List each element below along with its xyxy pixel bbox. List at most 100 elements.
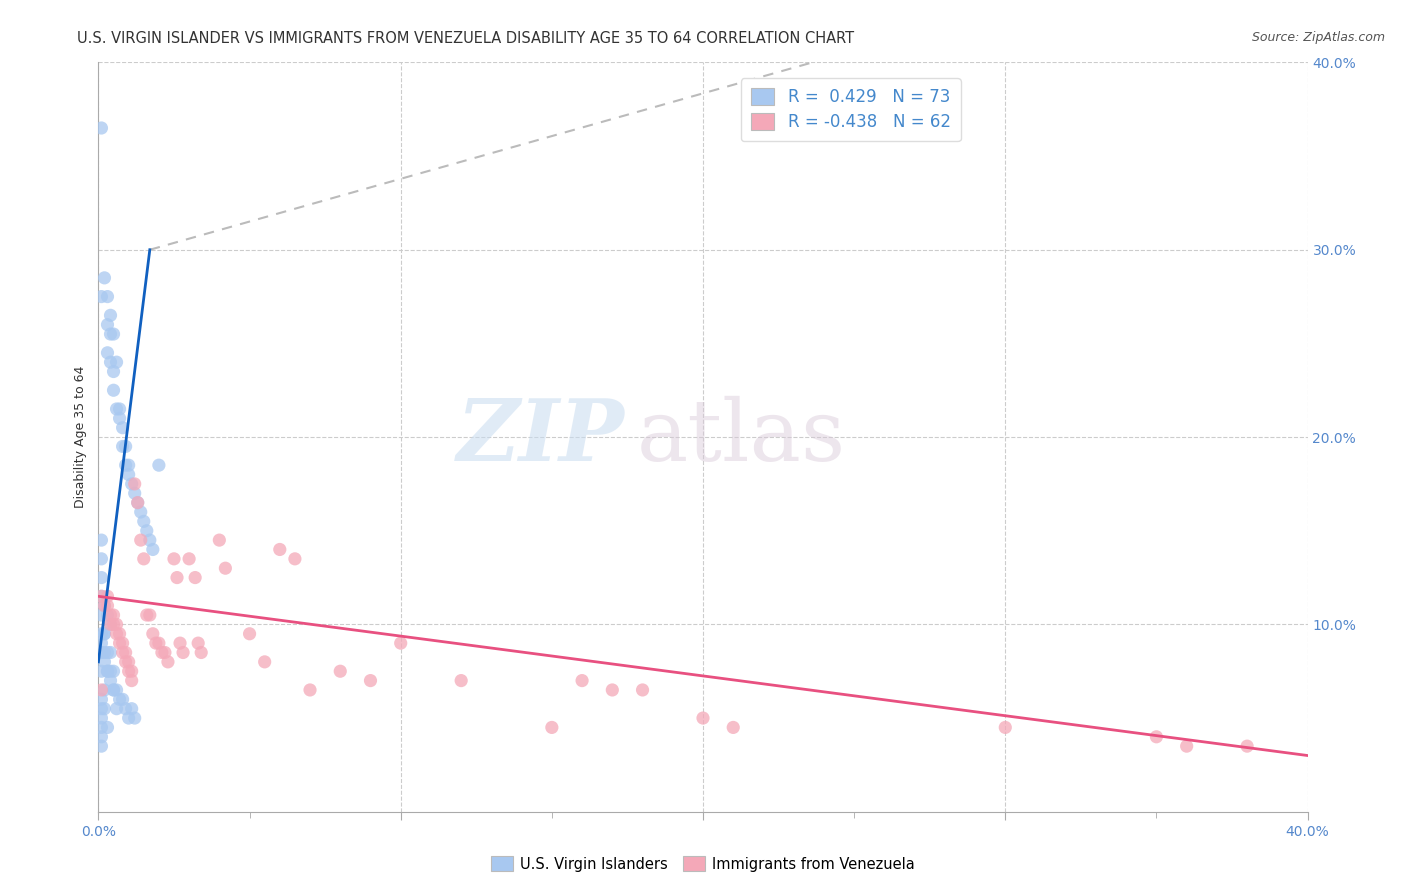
Point (187, 636, 209, 650)
Point (253, 655, 276, 669)
Point (96, 345, 118, 359)
Point (540, 721, 562, 735)
Point (118, 664, 141, 679)
Point (100, 617, 122, 632)
Point (129, 533, 152, 547)
Point (139, 608, 162, 623)
Point (93, 646, 115, 660)
Point (103, 326, 125, 341)
Point (103, 365, 125, 379)
Point (389, 636, 412, 650)
Point (105, 617, 128, 632)
Point (96, 318, 118, 332)
Point (163, 551, 186, 566)
Point (723, 721, 745, 735)
Point (90, 626, 112, 640)
Point (169, 636, 191, 650)
Point (135, 608, 157, 623)
Point (93, 599, 115, 613)
Point (105, 401, 128, 416)
Point (96, 646, 118, 660)
Point (93, 701, 115, 715)
Point (90, 608, 112, 623)
Point (103, 617, 125, 632)
Text: atlas: atlas (637, 395, 845, 479)
Point (139, 533, 162, 547)
Point (100, 664, 122, 679)
Point (90, 721, 112, 735)
Point (111, 636, 134, 650)
Point (90, 692, 112, 706)
Point (1144, 730, 1167, 744)
Text: ZIP: ZIP (457, 395, 624, 479)
Point (994, 721, 1017, 735)
Point (148, 636, 170, 650)
Point (93, 599, 115, 613)
Point (190, 646, 212, 660)
Point (96, 289, 118, 303)
Legend: R =  0.429   N = 73, R = -0.438   N = 62: R = 0.429 N = 73, R = -0.438 N = 62 (741, 78, 960, 141)
Point (111, 646, 134, 660)
Point (93, 626, 115, 640)
Point (124, 476, 146, 491)
Point (90, 289, 112, 303)
Point (90, 739, 112, 753)
Point (118, 467, 141, 482)
Point (360, 673, 382, 688)
Point (153, 646, 176, 660)
Point (100, 326, 122, 341)
Point (135, 524, 157, 538)
Point (124, 486, 146, 500)
Point (692, 711, 714, 725)
Point (90, 701, 112, 715)
Point (96, 599, 118, 613)
Point (93, 271, 115, 285)
Point (118, 655, 141, 669)
Point (127, 496, 149, 510)
Point (142, 626, 165, 640)
Point (96, 590, 118, 604)
Point (103, 384, 125, 398)
Point (124, 711, 146, 725)
Point (179, 551, 201, 566)
Point (105, 683, 128, 698)
Point (239, 626, 262, 640)
Point (105, 701, 128, 715)
Y-axis label: Disability Age 35 to 64: Disability Age 35 to 64 (75, 366, 87, 508)
Point (132, 514, 155, 528)
Point (299, 683, 322, 698)
Point (96, 664, 118, 679)
Point (105, 626, 128, 640)
Point (90, 551, 112, 566)
Point (145, 636, 167, 650)
Point (108, 411, 131, 425)
Point (127, 496, 149, 510)
Point (108, 636, 131, 650)
Point (96, 608, 118, 623)
Point (93, 655, 115, 669)
Point (100, 308, 122, 322)
Point (90, 683, 112, 698)
Point (103, 608, 125, 623)
Point (114, 646, 136, 660)
Legend: U.S. Virgin Islanders, Immigrants from Venezuela: U.S. Virgin Islanders, Immigrants from V… (485, 850, 921, 878)
Point (111, 692, 134, 706)
Point (105, 355, 128, 369)
Point (1175, 739, 1198, 753)
Point (108, 692, 131, 706)
Point (184, 571, 207, 585)
Point (132, 551, 155, 566)
Point (111, 440, 134, 453)
Point (93, 626, 115, 640)
Point (90, 646, 112, 660)
Point (100, 617, 122, 632)
Point (631, 683, 654, 698)
Point (114, 701, 136, 715)
Point (90, 571, 112, 585)
Point (284, 551, 307, 566)
Point (150, 646, 173, 660)
Point (121, 664, 143, 679)
Point (166, 571, 188, 585)
Point (100, 608, 122, 623)
Point (100, 355, 122, 369)
